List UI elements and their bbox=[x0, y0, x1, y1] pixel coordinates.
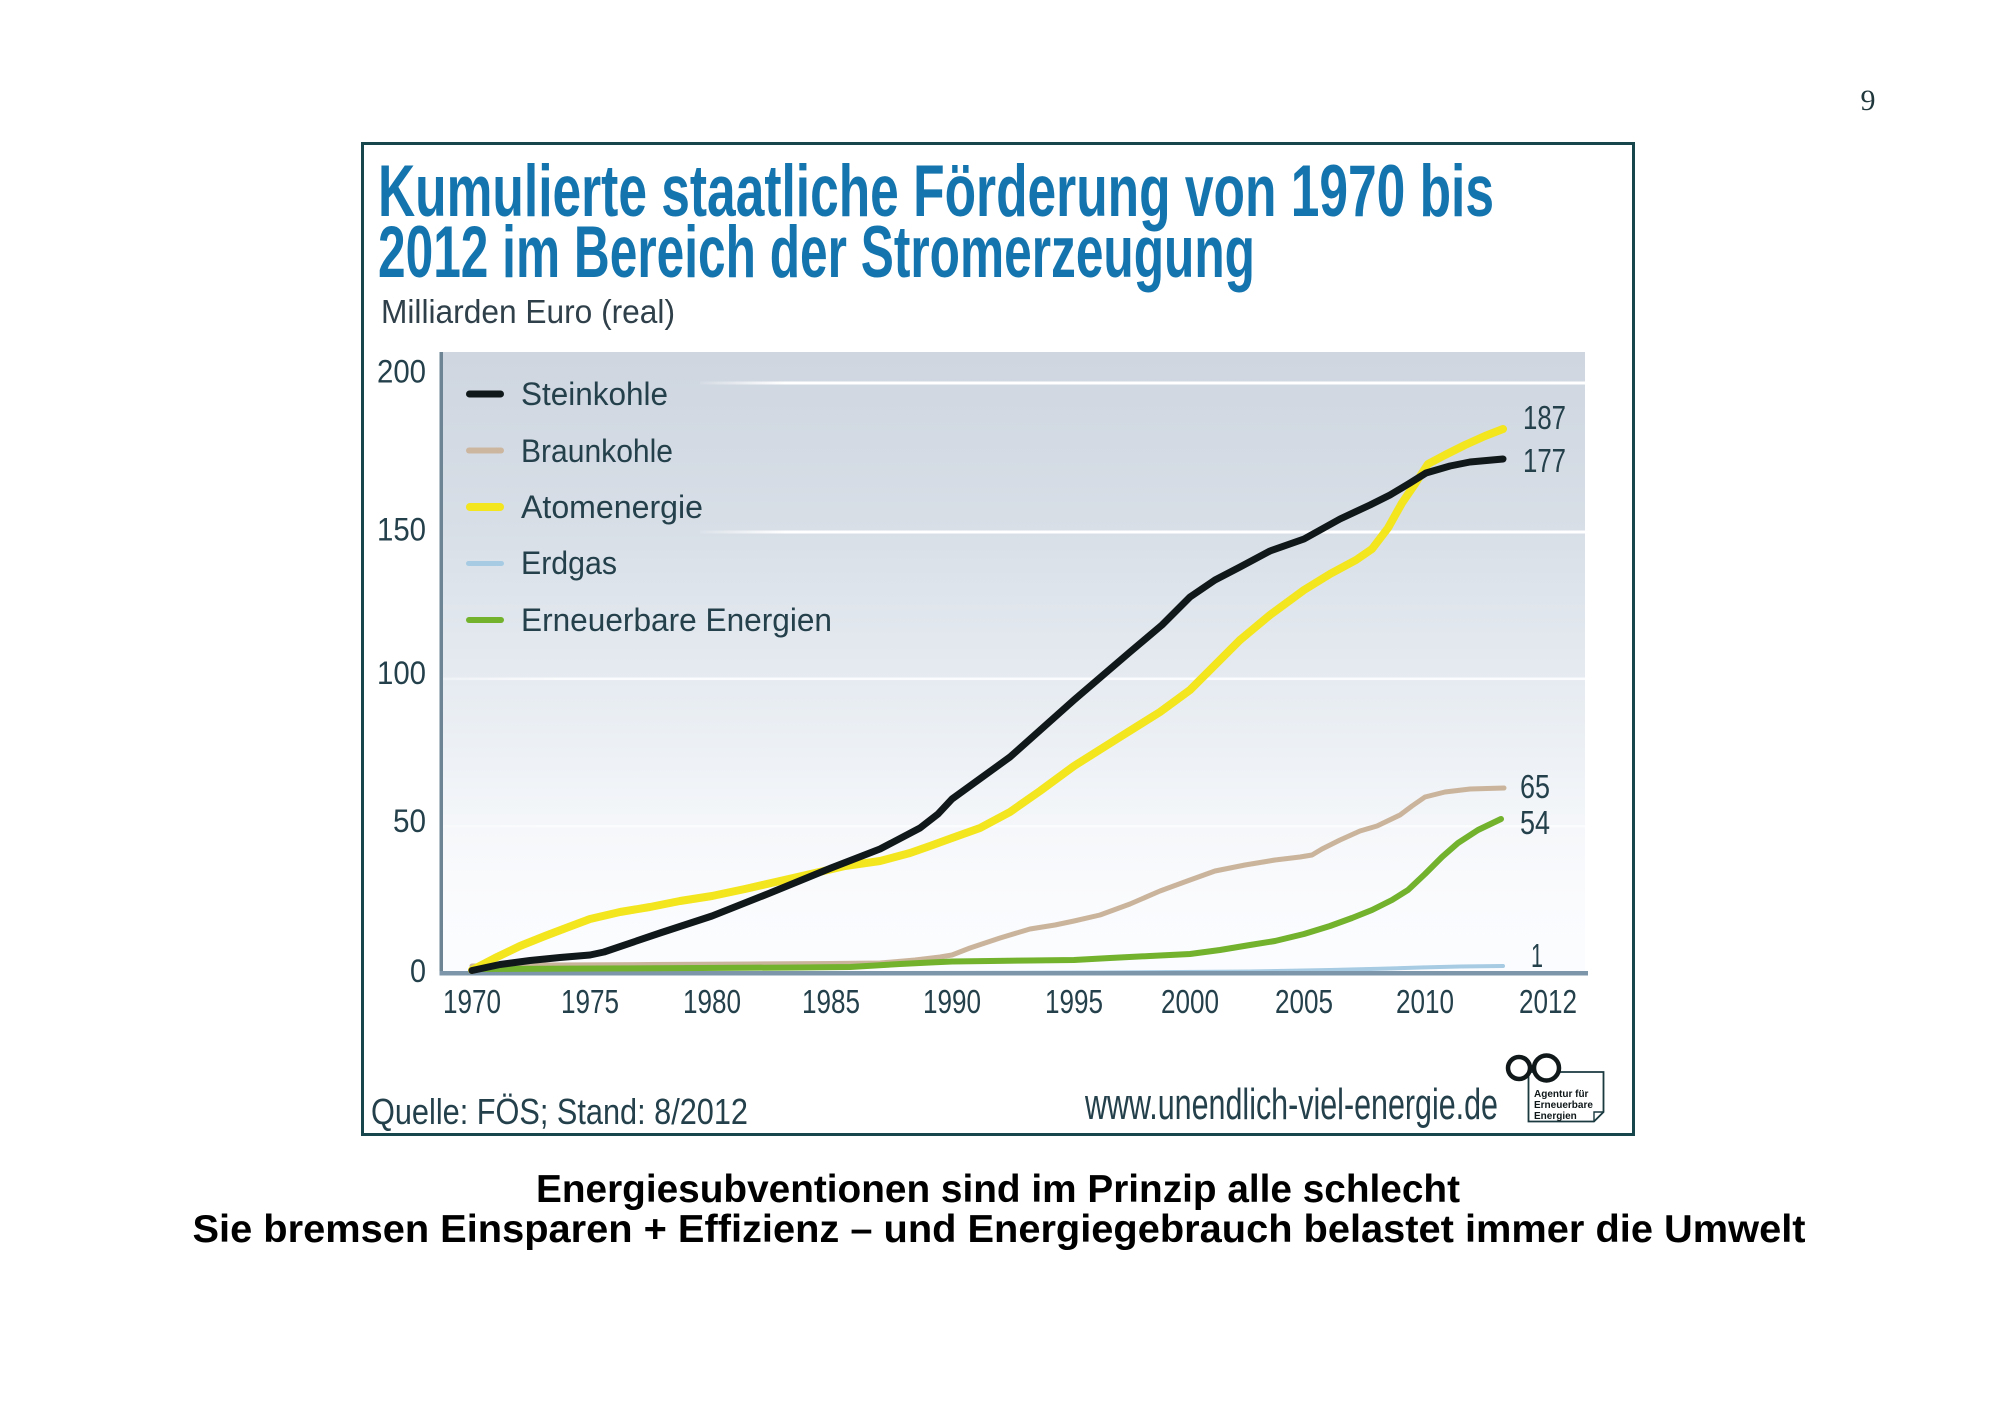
svg-text:Energiesubventionen sind im Pr: Energiesubventionen sind im Prinzip alle… bbox=[536, 1168, 1460, 1211]
svg-text:2012: 2012 bbox=[1519, 983, 1577, 1020]
svg-text:Braunkohle: Braunkohle bbox=[521, 433, 673, 469]
svg-text:Erdgas: Erdgas bbox=[521, 545, 617, 581]
svg-text:Energien: Energien bbox=[1534, 1111, 1577, 1122]
svg-text:1990: 1990 bbox=[923, 983, 981, 1020]
svg-text:1980: 1980 bbox=[683, 983, 741, 1020]
svg-text:www.unendlich-viel-energie.de: www.unendlich-viel-energie.de bbox=[1084, 1080, 1498, 1129]
svg-text:50: 50 bbox=[393, 803, 426, 839]
svg-text:2012 im Bereich der Stromerzeu: 2012 im Bereich der Stromerzeugung bbox=[378, 212, 1255, 293]
svg-text:150: 150 bbox=[377, 512, 426, 548]
svg-text:2010: 2010 bbox=[1396, 983, 1454, 1020]
svg-text:1975: 1975 bbox=[561, 983, 619, 1020]
svg-text:2000: 2000 bbox=[1161, 983, 1219, 1020]
svg-text:54: 54 bbox=[1520, 804, 1550, 841]
svg-text:1970: 1970 bbox=[443, 983, 501, 1020]
svg-text:1: 1 bbox=[1531, 937, 1543, 974]
svg-text:0: 0 bbox=[410, 953, 426, 989]
svg-text:1985: 1985 bbox=[802, 983, 860, 1020]
svg-text:2005: 2005 bbox=[1275, 983, 1333, 1020]
svg-text:65: 65 bbox=[1520, 768, 1550, 805]
svg-text:200: 200 bbox=[377, 354, 426, 390]
svg-text:177: 177 bbox=[1523, 442, 1566, 479]
svg-text:Agentur für: Agentur für bbox=[1534, 1089, 1589, 1100]
svg-text:Kumulierte staatliche Förderun: Kumulierte staatliche Förderung von 1970… bbox=[378, 151, 1494, 232]
svg-text:Steinkohle: Steinkohle bbox=[521, 376, 668, 412]
svg-text:Erneuerbare Energien: Erneuerbare Energien bbox=[521, 602, 832, 638]
svg-text:187: 187 bbox=[1523, 399, 1566, 436]
svg-text:Erneuerbare: Erneuerbare bbox=[1534, 1100, 1593, 1111]
svg-text:9: 9 bbox=[1861, 84, 1876, 117]
svg-text:100: 100 bbox=[377, 655, 426, 691]
svg-text:Quelle: FÖS; Stand: 8/2012: Quelle: FÖS; Stand: 8/2012 bbox=[371, 1091, 748, 1132]
svg-text:Sie bremsen Einsparen + Effizi: Sie bremsen Einsparen + Effizienz – und … bbox=[193, 1208, 1806, 1251]
svg-text:1995: 1995 bbox=[1045, 983, 1103, 1020]
svg-text:Milliarden Euro (real): Milliarden Euro (real) bbox=[381, 293, 675, 330]
svg-text:Atomenergie: Atomenergie bbox=[521, 489, 703, 525]
